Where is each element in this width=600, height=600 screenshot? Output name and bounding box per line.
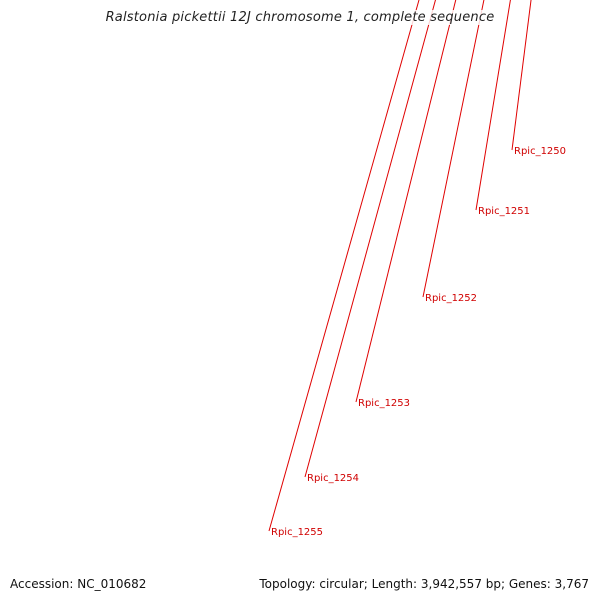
gene-label-leader [304,0,436,478]
gene-label: Rpic_1250 [514,146,566,157]
gene-label-leader [511,0,532,151]
gene-label: Rpic_1254 [307,473,359,484]
gene-label-leader [475,0,511,211]
gene-label-leader [355,0,457,403]
gene-label: Rpic_1253 [358,398,410,409]
gene-label: Rpic_1252 [425,293,477,304]
gene-label-layer: Rpic_1250 Rpic_1251 Rpic_1252 Rpic_1253 Rpic… [268,0,566,538]
map-title-text: Ralstonia pickettii 12J chromosome 1, co… [102,10,498,25]
gene-label-leader [268,0,420,532]
gene-label: Rpic_1251 [478,206,530,217]
map-title: Ralstonia pickettii 12J chromosome 1, co… [0,10,600,25]
gene-label: Rpic_1255 [271,527,323,538]
topology-summary: Topology: circular; Length: 3,942,557 bp… [257,577,591,591]
accession-text: Accession: NC_010682 [8,577,149,591]
